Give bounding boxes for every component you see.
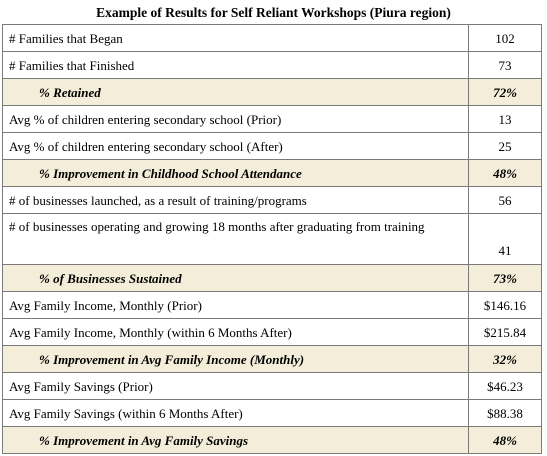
summary-row: % Improvement in Avg Family Income (Mont…	[2, 345, 542, 373]
row-label: Avg Family Income, Monthly (Prior)	[2, 291, 469, 319]
summary-row: % Improvement in Childhood School Attend…	[2, 159, 542, 187]
row-value: 13	[468, 105, 542, 133]
table-title: Example of Results for Self Reliant Work…	[96, 5, 451, 20]
results-table: # Families that Began 102 # Families tha…	[2, 24, 542, 454]
table-row: # Families that Began 102	[2, 24, 542, 52]
table-row: # of businesses launched, as a result of…	[2, 186, 542, 214]
row-label: # of businesses launched, as a result of…	[2, 186, 469, 214]
table-row: Avg % of children entering secondary sch…	[2, 132, 542, 160]
row-value: $146.16	[468, 291, 542, 319]
row-label: # of businesses operating and growing 18…	[2, 213, 469, 265]
summary-label: % Retained	[2, 78, 469, 106]
row-label: # Families that Began	[2, 24, 469, 52]
summary-value: 48%	[468, 426, 542, 454]
summary-value: 73%	[468, 264, 542, 292]
row-label: Avg % of children entering secondary sch…	[2, 105, 469, 133]
summary-row: % Improvement in Avg Family Savings 48%	[2, 426, 542, 454]
row-label: Avg Family Income, Monthly (within 6 Mon…	[2, 318, 469, 346]
summary-label: % of Businesses Sustained	[2, 264, 469, 292]
row-value: 25	[468, 132, 542, 160]
row-label: # Families that Finished	[2, 51, 469, 79]
row-value: $46.23	[468, 372, 542, 400]
summary-row: % of Businesses Sustained 73%	[2, 264, 542, 292]
row-label: Avg Family Savings (Prior)	[2, 372, 469, 400]
row-value: 73	[468, 51, 542, 79]
row-label: Avg Family Savings (within 6 Months Afte…	[2, 399, 469, 427]
summary-value: 48%	[468, 159, 542, 187]
table-row: Avg Family Savings (within 6 Months Afte…	[2, 399, 542, 427]
table-row: Avg % of children entering secondary sch…	[2, 105, 542, 133]
table-row: Avg Family Income, Monthly (within 6 Mon…	[2, 318, 542, 346]
table-row: Avg Family Income, Monthly (Prior) $146.…	[2, 291, 542, 319]
row-value: 102	[468, 24, 542, 52]
summary-row: % Retained 72%	[2, 78, 542, 106]
row-value: $88.38	[468, 399, 542, 427]
summary-value: 32%	[468, 345, 542, 373]
summary-value: 72%	[468, 78, 542, 106]
summary-label: % Improvement in Avg Family Income (Mont…	[2, 345, 469, 373]
table-row: # Families that Finished 73	[2, 51, 542, 79]
table-row: # of businesses operating and growing 18…	[2, 213, 542, 265]
table-row: Avg Family Savings (Prior) $46.23	[2, 372, 542, 400]
summary-label: % Improvement in Avg Family Savings	[2, 426, 469, 454]
summary-label: % Improvement in Childhood School Attend…	[2, 159, 469, 187]
row-label: Avg % of children entering secondary sch…	[2, 132, 469, 160]
row-value: 41	[468, 213, 542, 265]
row-value: 56	[468, 186, 542, 214]
row-value: $215.84	[468, 318, 542, 346]
